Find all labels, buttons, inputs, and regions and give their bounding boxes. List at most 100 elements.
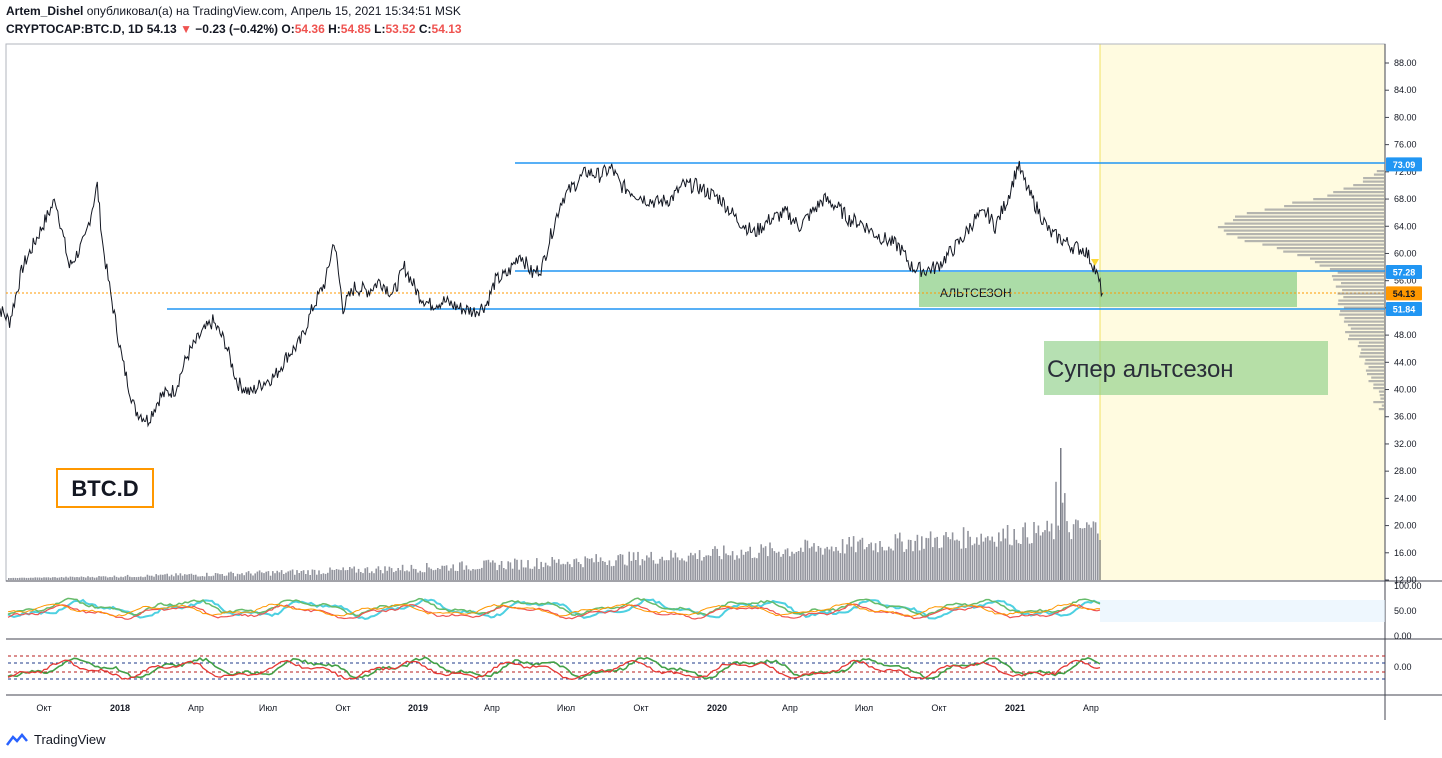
altseason-zone[interactable]: [919, 272, 1297, 307]
volume-bar: [921, 536, 923, 580]
volume-bar: [852, 536, 855, 580]
volume-bar: [287, 571, 289, 580]
volume-bar: [140, 576, 142, 580]
volume-bar: [34, 577, 36, 580]
volume-bar: [329, 567, 331, 580]
volume-bar: [241, 573, 243, 580]
volume-bar: [1033, 522, 1035, 580]
price-axis[interactable]: 88.00 84.00 80.00 76.00 72.00 68.00 64.00 60.00…: [1385, 58, 1417, 585]
volume-bar: [87, 576, 89, 580]
x-tick-label: 2019: [408, 703, 428, 713]
volume-bar: [811, 546, 813, 580]
volume-profile-bar: [1344, 317, 1384, 320]
volume-bar: [463, 569, 465, 580]
volume-bar: [637, 551, 639, 580]
volume-bar: [914, 540, 916, 580]
volume-bar: [965, 548, 967, 580]
volume-bar: [384, 566, 386, 580]
volume-bar: [606, 565, 608, 580]
level-badge-text: 57.28: [1393, 267, 1416, 277]
volume-bar: [498, 564, 501, 580]
volume-bar: [912, 551, 914, 580]
volume-bar: [91, 576, 94, 580]
volume-bar: [335, 569, 338, 580]
future-area: [1100, 44, 1385, 580]
level-badge: [1386, 286, 1422, 301]
volume-bar: [439, 569, 441, 580]
volume-bar: [375, 568, 377, 580]
price-series: [0, 160, 1103, 428]
tradingview-brand[interactable]: TradingView: [6, 732, 106, 747]
volume-bar: [987, 536, 989, 580]
volume-bar: [672, 557, 674, 580]
volume-bar: [58, 577, 61, 580]
volume-bar: [879, 541, 881, 580]
volume-bar: [124, 576, 127, 580]
volume-bar: [111, 577, 113, 580]
super-altseason-zone[interactable]: [1044, 341, 1328, 395]
volume-bar: [646, 555, 648, 580]
volume-bar: [107, 577, 109, 580]
volume-bar: [177, 575, 179, 580]
volume-bar: [936, 536, 938, 580]
volume-bar: [32, 577, 34, 580]
open-value: 54.36: [294, 22, 325, 36]
y-tick-label: 48.00: [1394, 330, 1417, 340]
volume-bar: [725, 553, 727, 580]
volume-bar: [1044, 530, 1046, 580]
ticker-badge-text: BTC.D: [71, 476, 138, 501]
volume-bar: [751, 558, 754, 580]
price-line: [0, 160, 1103, 428]
volume-bar: [861, 537, 864, 580]
symbol-label[interactable]: CRYPTOCAP:BTC.D, 1D: [6, 22, 144, 36]
volume-profile-bar: [1217, 226, 1384, 229]
volume-bar: [1060, 448, 1062, 580]
volume-bar: [144, 576, 146, 580]
level-badge-text: 51.84: [1393, 304, 1416, 314]
volume-bar: [993, 541, 996, 580]
y-tick-label: 20.00: [1394, 521, 1417, 531]
volume-bar: [771, 548, 773, 580]
volume-bar: [916, 534, 919, 580]
volume-profile-bar: [1297, 254, 1384, 257]
volume-bar: [322, 573, 325, 580]
volume-bar: [245, 572, 248, 580]
volume-bar: [516, 559, 518, 580]
volume-bar: [575, 558, 578, 580]
volume-profile-bar: [1226, 233, 1384, 236]
y-tick-label: 32.00: [1394, 439, 1417, 449]
volume-bar: [1086, 522, 1088, 580]
time-axis[interactable]: Окт 2018 Апр Июл Окт 2019 Апр Июл Окт 2020 Апр Июл О…: [36, 703, 1099, 713]
volume-bar: [828, 549, 831, 580]
y-tick-label: 56.00: [1394, 276, 1417, 286]
level-badge-text: 73.09: [1393, 160, 1416, 170]
author-name[interactable]: Artem_Dishel: [6, 4, 84, 18]
volume-bar: [588, 558, 591, 580]
volume-bar: [848, 537, 850, 580]
volume-bar: [635, 560, 637, 580]
volume-bar: [173, 576, 175, 580]
volume-bar: [705, 555, 707, 580]
volume-bar: [285, 572, 287, 580]
y-tick-label: 36.00: [1394, 412, 1417, 422]
volume-bar: [817, 546, 820, 580]
change-arrow-icon: ▼: [180, 22, 192, 36]
y-tick-label: 24.00: [1394, 493, 1417, 503]
volume-bar: [69, 576, 72, 580]
volume-bar: [353, 566, 355, 580]
volume-bar: [549, 566, 551, 580]
volume-bar: [1079, 528, 1081, 580]
volume-bar: [104, 576, 107, 580]
volume-bar: [701, 560, 703, 580]
close-value: 54.13: [431, 22, 462, 36]
volume-bar: [586, 558, 589, 580]
volume-bar: [536, 558, 538, 580]
volume-bar: [857, 541, 859, 580]
volume-bar: [195, 574, 197, 580]
volume-bar: [786, 548, 789, 580]
volume-bar: [888, 546, 890, 580]
volume-bar: [190, 573, 193, 580]
volume-bar: [802, 551, 804, 580]
volume-bar: [580, 564, 582, 580]
